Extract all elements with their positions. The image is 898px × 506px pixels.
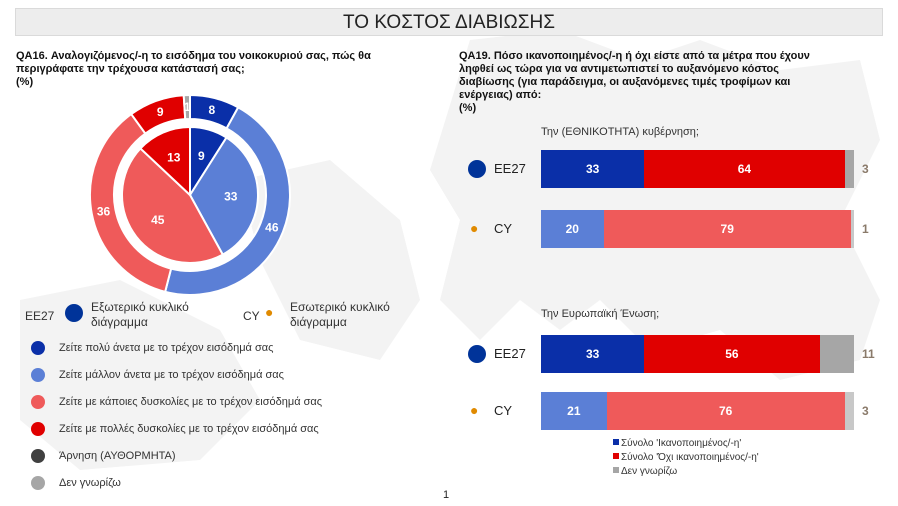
cy-slice xyxy=(121,147,225,264)
qa19-bar-value: 79 xyxy=(720,222,734,236)
eu-flag-icon xyxy=(468,345,486,363)
qa19-row-label: EE27 xyxy=(494,346,526,361)
legend-ee27-desc: Εξωτερικό κυκλικό διάγραμμα xyxy=(91,300,189,330)
qa19-legend-item: Σύνολο 'Ικανοποιημένος/-η' xyxy=(613,438,741,451)
qa19-bar-segment xyxy=(541,335,645,373)
qa19-bar-value: 64 xyxy=(737,162,752,176)
qa16-unit: (%) xyxy=(16,76,34,88)
legend-dot-icon xyxy=(31,395,45,409)
legend-dot-icon xyxy=(31,449,45,463)
qa19-bar-value: 21 xyxy=(567,404,581,418)
qa19-bar-segment xyxy=(850,210,854,248)
page-title: ΤΟ ΚΟΣΤΟΣ ΔΙΑΒΙΩΣΗΣ xyxy=(15,8,883,36)
qa19-bar-segment xyxy=(844,392,854,430)
qa19-row-label: CY xyxy=(494,221,513,236)
qa19-bar-segment xyxy=(541,150,645,188)
qa19-bar-segment xyxy=(606,392,845,430)
qa19-bar-segment xyxy=(819,335,854,373)
legend-dot-icon xyxy=(31,422,45,436)
ee27-slice-label: 36 xyxy=(97,204,111,218)
legend-cy-desc: Εσωτερικό κυκλικό διάγραμμα xyxy=(290,300,390,330)
legend-cy-desc-line: Εσωτερικό κυκλικό xyxy=(290,300,390,314)
legend-swatch-icon xyxy=(613,439,619,445)
qa19-dontknow-value: 3 xyxy=(862,404,869,418)
cy-slice-label: 9 xyxy=(198,149,205,163)
cy-slice-label: 33 xyxy=(224,189,238,203)
qa19-bar-segment xyxy=(541,392,607,430)
qa19-bar-value: 20 xyxy=(565,222,579,236)
legend-ee27-desc-line: διάγραμμα xyxy=(91,315,148,329)
ee27-slice-label: 8 xyxy=(209,103,216,117)
qa16-donut-chart: 8 46 36 9 1 9 33 45 13 xyxy=(89,93,291,296)
legend-cy-desc-line: διάγραμμα xyxy=(290,315,347,329)
qa19-bar-segment xyxy=(844,150,854,188)
qa19-legend-item: Σύνολο 'Όχι ικανοποιημένος/-η' xyxy=(613,452,759,465)
qa16-legend-label: Ζείτε πολύ άνετα με το τρέχον εισόδημά σ… xyxy=(59,342,274,354)
qa19-bar-segment xyxy=(644,335,820,373)
qa16-legend-label: Δεν γνωρίζω xyxy=(59,477,121,489)
cyprus-flag-icon: ● xyxy=(470,402,479,418)
ee27-slice-label: 46 xyxy=(265,220,279,234)
qa16-legend-label: Άρνηση (ΑΥΘΟΡΜΗΤΑ) xyxy=(59,450,176,462)
legend-ee27-label: EE27 xyxy=(25,309,55,323)
ee27-slice-label: 1 xyxy=(184,100,191,114)
qa19-question: QA19. Πόσο ικανοποιημένος/-η ή όχι είστε… xyxy=(459,50,879,115)
qa19-bar-segment xyxy=(603,210,851,248)
qa19-bar-segment xyxy=(644,150,845,188)
legend-cy-label: CY xyxy=(243,309,260,323)
qa19-row-label: EE27 xyxy=(494,161,526,176)
qa19-row-label: CY xyxy=(494,403,513,418)
ee27-slice xyxy=(182,93,191,121)
cyprus-flag-icon: ● xyxy=(470,220,479,236)
page-number: 1 xyxy=(443,489,450,501)
qa19-legend-label: Σύνολο 'Ικανοποιημένος/-η' xyxy=(621,438,742,449)
legend-dot-icon xyxy=(31,368,45,382)
qa19-line: ληφθεί ως τώρα για να αντιμετωπιστεί το … xyxy=(459,63,779,75)
qa16-line: περιγράφατε την τρέχουσα κατάστασή σας; xyxy=(16,63,245,75)
cyprus-flag-icon: ● xyxy=(265,304,274,320)
qa19-dontknow-value: 1 xyxy=(862,222,869,236)
qa19-legend-label: Δεν γνωρίζω xyxy=(621,466,678,477)
qa19-legend-label: Σύνολο 'Όχι ικανοποιημένος/-η' xyxy=(621,452,759,463)
qa16-line: QA16. Αναλογιζόμενος/-η το εισόδημα του … xyxy=(16,50,371,62)
qa19-bar-value: 33 xyxy=(585,162,600,176)
qa16-legend-label: Ζείτε με κάποιες δυσκολίες με το τρέχον … xyxy=(59,396,323,408)
qa19-line: QA19. Πόσο ικανοποιημένος/-η ή όχι είστε… xyxy=(459,50,810,62)
qa16-question: QA16. Αναλογιζόμενος/-η το εισόδημα του … xyxy=(16,50,436,89)
legend-dot-icon xyxy=(31,476,45,490)
qa19-bar-value: 76 xyxy=(718,404,733,418)
cy-slice xyxy=(139,125,191,198)
ee27-slice-label: 9 xyxy=(157,105,164,119)
legend-swatch-icon xyxy=(613,467,619,473)
eu-flag-icon xyxy=(468,160,486,178)
legend-ee27-desc-line: Εξωτερικό κυκλικό xyxy=(91,300,189,314)
qa19-bar-value: 56 xyxy=(725,347,739,361)
qa19-group-label: Την (ΕΘΝΙΚΟΤΗΤΑ) κυβέρνηση; xyxy=(541,126,699,138)
legend-dot-icon xyxy=(31,341,45,355)
qa19-legend-item: Δεν γνωρίζω xyxy=(613,466,677,479)
qa19-dontknow-value: 11 xyxy=(862,347,875,361)
qa19-line: διαβίωσης (για παράδειγμα, οι αυξανόμενε… xyxy=(459,76,791,88)
qa19-bar-segment xyxy=(541,210,604,248)
qa16-legend-label: Ζείτε με πολλές δυσκολίες με το τρέχον ε… xyxy=(59,423,319,435)
qa19-unit: (%) xyxy=(459,102,477,114)
qa19-line: ενέργειας) από: xyxy=(459,89,542,101)
eu-flag-icon xyxy=(65,304,83,322)
qa16-legend-label: Ζείτε μάλλον άνετα με το τρέχον εισόδημά… xyxy=(59,369,284,381)
qa19-bar-value: 33 xyxy=(585,347,600,361)
cy-slice-label: 13 xyxy=(167,151,181,165)
cy-slice-label: 45 xyxy=(151,213,165,227)
qa19-dontknow-value: 3 xyxy=(862,162,869,176)
qa19-group-label: Την Ευρωπαϊκή Ένωση; xyxy=(541,308,660,320)
legend-swatch-icon xyxy=(613,453,619,459)
